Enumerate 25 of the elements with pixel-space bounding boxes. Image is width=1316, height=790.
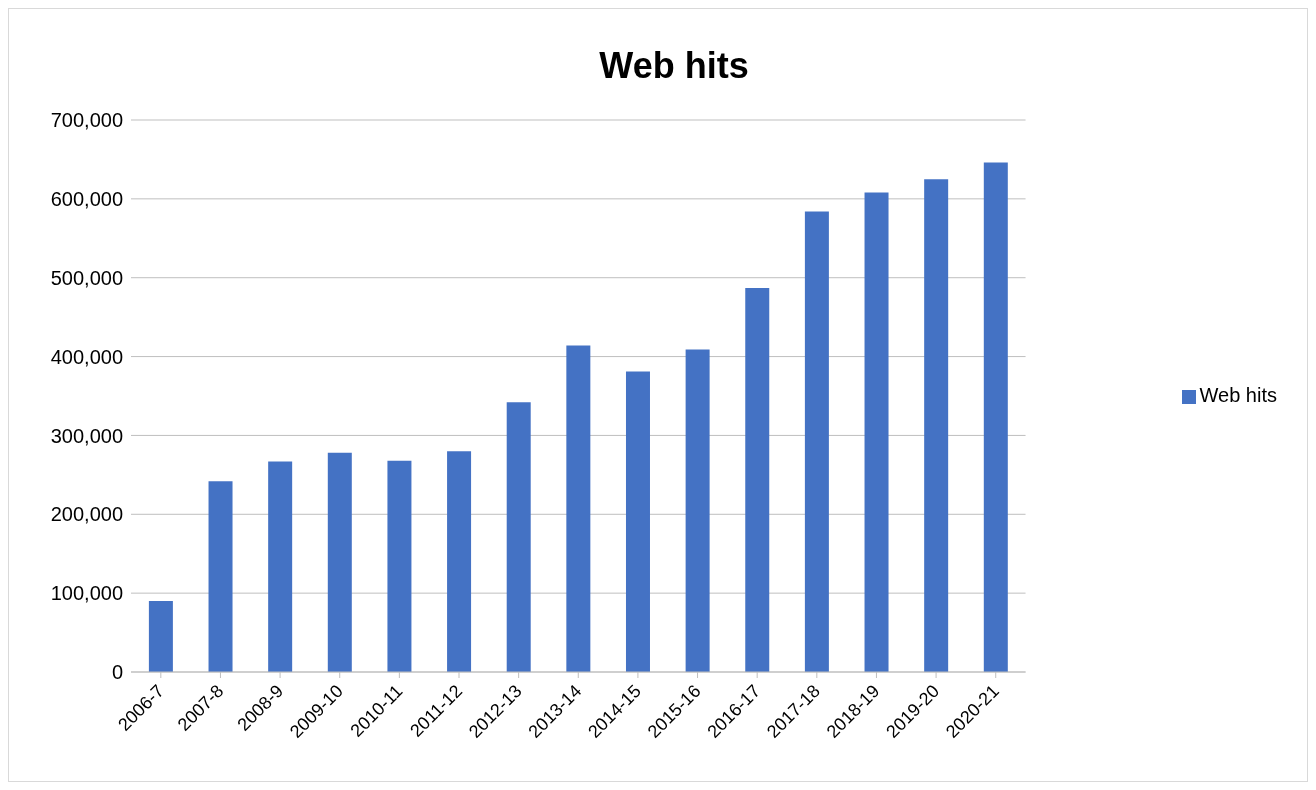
chart-title: Web hits <box>598 45 750 87</box>
bar <box>566 345 591 672</box>
y-tick-label: 0 <box>111 661 123 684</box>
bar <box>447 451 472 672</box>
y-tick-label: 500,000 <box>50 266 123 289</box>
legend-label: Web hits <box>1199 383 1277 406</box>
bar <box>625 371 650 672</box>
bar <box>387 460 412 672</box>
y-tick-label: 700,000 <box>50 109 123 132</box>
bar <box>804 211 829 672</box>
bar <box>924 179 949 672</box>
y-tick-label: 200,000 <box>50 503 123 526</box>
y-tick-label: 100,000 <box>50 582 123 605</box>
bar <box>864 192 889 672</box>
bar <box>208 481 233 672</box>
y-tick-label: 400,000 <box>50 345 123 368</box>
y-tick-label: 600,000 <box>50 187 123 210</box>
bar <box>685 349 710 672</box>
y-tick-label: 300,000 <box>50 424 123 447</box>
bar <box>148 601 173 672</box>
bar <box>983 162 1008 672</box>
bar <box>268 461 293 672</box>
bar <box>745 287 770 672</box>
bar <box>327 452 352 672</box>
bar <box>506 402 531 672</box>
